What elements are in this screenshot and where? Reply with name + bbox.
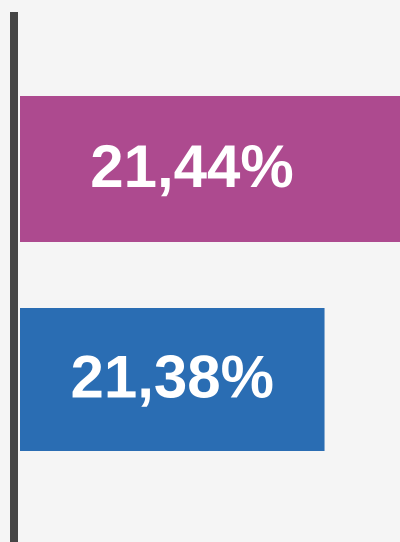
value-label: 21,38% bbox=[71, 343, 275, 410]
bar bbox=[20, 308, 325, 451]
value-label: 21,44% bbox=[90, 133, 294, 200]
axis-line bbox=[10, 12, 18, 542]
bar bbox=[20, 96, 400, 242]
